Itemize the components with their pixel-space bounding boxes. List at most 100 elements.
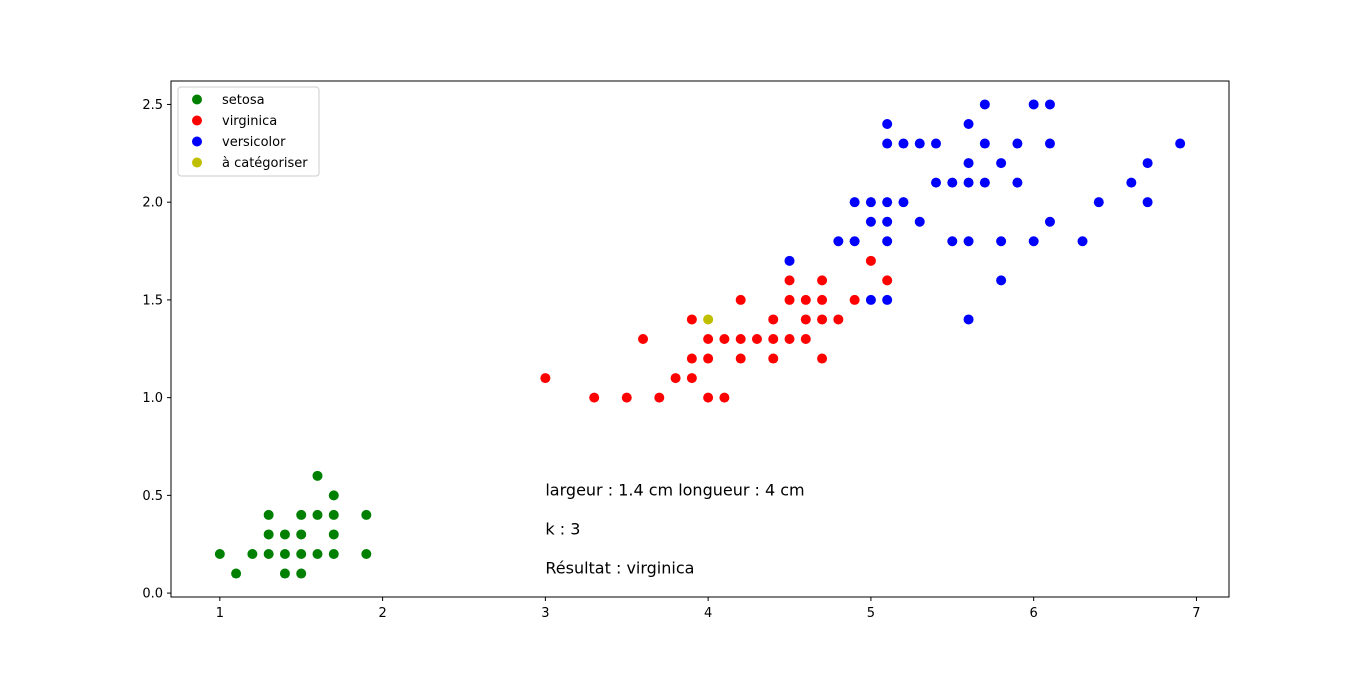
y-tick-label: 2.5 <box>142 98 163 113</box>
y-tick-label: 0.0 <box>142 587 163 602</box>
plot-frame <box>170 80 1230 598</box>
data-point <box>263 549 274 559</box>
series-setosa <box>214 470 372 579</box>
data-point <box>719 334 730 344</box>
data-point <box>979 99 990 110</box>
data-point <box>735 353 746 364</box>
data-point <box>817 275 828 286</box>
data-point <box>735 334 746 344</box>
data-point <box>865 197 876 208</box>
data-point <box>1044 138 1055 149</box>
data-point <box>849 236 860 247</box>
y-tick-label: 1.5 <box>142 293 163 308</box>
data-point <box>686 373 697 384</box>
data-point <box>865 216 876 227</box>
data-point <box>247 549 258 559</box>
data-point <box>686 353 697 364</box>
data-point <box>214 549 225 559</box>
data-point <box>784 294 795 305</box>
data-point <box>296 549 307 559</box>
data-point <box>703 392 714 403</box>
data-point <box>1012 138 1023 149</box>
data-point <box>914 216 925 227</box>
data-point <box>751 334 762 344</box>
data-point <box>686 314 697 325</box>
data-point <box>963 158 974 169</box>
data-point <box>231 568 242 579</box>
data-point <box>931 138 942 149</box>
data-point <box>898 138 909 149</box>
legend-label: à catégoriser <box>222 156 308 171</box>
data-point <box>279 529 290 540</box>
legend-box <box>177 86 320 177</box>
data-point <box>833 314 844 325</box>
data-point <box>1077 236 1088 247</box>
x-tick-label: 5 <box>867 606 875 621</box>
data-point <box>784 275 795 286</box>
data-point <box>833 236 844 247</box>
series-cat-goriser <box>703 314 714 325</box>
annotation-text: largeur : 1.4 cm longueur : 4 cm <box>545 480 804 499</box>
data-point <box>263 509 274 520</box>
series-virginica <box>540 255 893 403</box>
data-point <box>296 509 307 520</box>
data-point <box>328 509 339 520</box>
data-point <box>882 275 893 286</box>
data-point <box>296 568 307 579</box>
data-point <box>719 392 730 403</box>
data-point <box>328 549 339 559</box>
data-point <box>882 236 893 247</box>
data-point <box>784 334 795 344</box>
data-point <box>1044 99 1055 110</box>
data-point <box>963 177 974 188</box>
data-point <box>817 314 828 325</box>
plot-area <box>171 81 1229 597</box>
annotations: largeur : 1.4 cm longueur : 4 cm k : 3 Rés… <box>545 480 804 577</box>
data-point <box>865 294 876 305</box>
axis-ticks: 1 2 3 4 5 6 7 0.0 0.5 1.0 1.5 2.0 2.5 <box>142 98 1200 621</box>
data-point <box>735 294 746 305</box>
data-point <box>817 353 828 364</box>
data-point <box>768 334 779 344</box>
data-point <box>882 197 893 208</box>
data-point <box>1093 197 1104 208</box>
data-points <box>214 99 1186 579</box>
data-point <box>996 275 1007 286</box>
data-point <box>279 568 290 579</box>
data-point <box>914 138 925 149</box>
data-point <box>996 236 1007 247</box>
legend-marker <box>192 136 202 147</box>
data-point <box>703 334 714 344</box>
data-point <box>638 334 649 344</box>
data-point <box>361 549 372 559</box>
data-point <box>589 392 600 403</box>
x-tick-label: 4 <box>704 606 712 621</box>
data-point <box>784 255 795 266</box>
data-point <box>800 314 811 325</box>
data-point <box>1142 158 1153 169</box>
x-tick-label: 3 <box>541 606 549 621</box>
data-point <box>703 353 714 364</box>
data-point <box>979 177 990 188</box>
data-point <box>898 197 909 208</box>
data-point <box>849 294 860 305</box>
data-point <box>996 158 1007 169</box>
legend-label: virginica <box>222 114 277 129</box>
y-tick-label: 1.0 <box>142 391 163 406</box>
data-point <box>1142 197 1153 208</box>
data-point <box>947 177 958 188</box>
data-point <box>979 138 990 149</box>
legend-label: versicolor <box>222 135 286 150</box>
x-tick-label: 1 <box>216 606 224 621</box>
data-point <box>768 353 779 364</box>
x-tick-label: 2 <box>378 606 386 621</box>
legend-marker <box>192 157 202 168</box>
data-point <box>361 509 372 520</box>
data-point <box>947 236 958 247</box>
data-point <box>1012 177 1023 188</box>
data-point <box>1028 99 1039 110</box>
data-point <box>312 509 323 520</box>
data-point <box>279 549 290 559</box>
series-versicolor <box>784 99 1186 325</box>
